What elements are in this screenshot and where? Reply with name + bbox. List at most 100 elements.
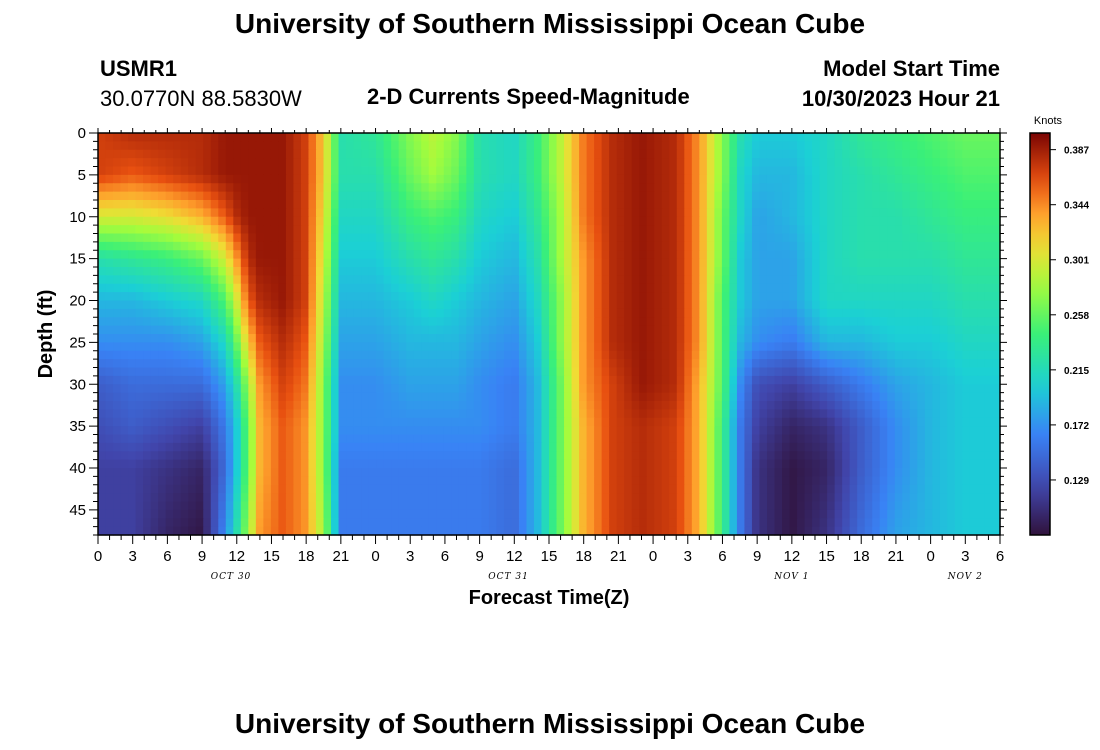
heatmap-cell xyxy=(887,434,896,444)
heatmap-cell xyxy=(564,233,573,243)
heatmap-cell xyxy=(496,392,505,402)
heatmap-cell xyxy=(511,158,520,168)
heatmap-cell xyxy=(285,401,295,410)
heatmap-cell xyxy=(842,267,851,276)
heatmap-cell xyxy=(766,317,776,327)
heatmap-cell xyxy=(173,166,182,176)
heatmap-cell xyxy=(864,384,873,394)
heatmap-cell xyxy=(188,417,197,427)
heatmap-cell xyxy=(398,350,407,360)
heatmap-cell xyxy=(556,325,565,335)
heatmap-cell xyxy=(969,200,979,209)
heatmap-cell xyxy=(564,434,573,444)
heatmap-cell xyxy=(150,241,159,251)
heatmap-cell xyxy=(541,225,550,235)
heatmap-cell xyxy=(609,183,618,193)
heatmap-cell xyxy=(609,174,618,184)
heatmap-cell xyxy=(631,183,640,193)
heatmap-cell xyxy=(496,451,505,461)
heatmap-cell xyxy=(594,225,603,235)
heatmap-cell xyxy=(624,350,633,360)
heatmap-cell xyxy=(736,233,746,243)
heatmap-cell xyxy=(143,359,152,369)
heatmap-cell xyxy=(376,166,385,176)
heatmap-cell xyxy=(984,342,994,352)
heatmap-cell xyxy=(962,275,971,285)
heatmap-cell xyxy=(383,409,392,419)
heatmap-cell xyxy=(549,308,558,318)
heatmap-cell xyxy=(827,459,836,469)
heatmap-cell xyxy=(488,317,497,327)
heatmap-cell xyxy=(398,317,407,327)
heatmap-cell xyxy=(173,442,182,452)
heatmap-cell xyxy=(323,225,332,235)
heatmap-cell xyxy=(594,468,603,477)
heatmap-cell xyxy=(466,275,475,285)
heatmap-cell xyxy=(308,166,317,176)
heatmap-cell xyxy=(105,468,114,477)
heatmap-cell xyxy=(135,133,144,142)
heatmap-cell xyxy=(571,283,580,293)
heatmap-cell xyxy=(571,158,580,168)
heatmap-cell xyxy=(165,375,174,385)
heatmap-cell xyxy=(586,442,595,452)
heatmap-cell xyxy=(714,292,723,302)
heatmap-cell xyxy=(436,468,445,477)
heatmap-cell xyxy=(105,375,114,385)
heatmap-cell xyxy=(691,292,700,302)
heatmap-cell xyxy=(962,359,971,369)
heatmap-cell xyxy=(879,401,888,410)
heatmap-cell xyxy=(248,141,257,151)
heatmap-cell xyxy=(751,241,761,251)
heatmap-cell xyxy=(894,334,903,343)
heatmap-cell xyxy=(233,401,242,410)
heatmap-cell xyxy=(488,401,497,410)
heatmap-cell xyxy=(894,442,903,452)
heatmap-cell xyxy=(706,241,715,251)
heatmap-cell xyxy=(376,158,385,168)
heatmap-cell xyxy=(962,451,971,461)
heatmap-cell xyxy=(827,434,836,444)
heatmap-cell xyxy=(503,426,513,436)
heatmap-cell xyxy=(564,149,573,159)
heatmap-cell xyxy=(729,426,738,436)
heatmap-cell xyxy=(300,409,310,419)
heatmap-cell xyxy=(436,283,445,293)
heatmap-cell xyxy=(421,283,430,293)
heatmap-cell xyxy=(255,191,264,201)
station-coords: 30.0770N 88.5830W xyxy=(100,86,302,111)
heatmap-cell xyxy=(98,208,107,218)
heatmap-cell xyxy=(503,149,513,159)
heatmap-cell xyxy=(466,216,475,226)
heatmap-cell xyxy=(947,225,956,235)
heatmap-cell xyxy=(954,426,964,436)
heatmap-cell xyxy=(451,401,460,410)
heatmap-cell xyxy=(496,426,505,436)
heatmap-cell xyxy=(233,392,242,402)
heatmap-cell xyxy=(293,359,302,369)
heatmap-cell xyxy=(879,468,888,477)
heatmap-cell xyxy=(789,375,798,385)
heatmap-cell xyxy=(924,166,933,176)
heatmap-cell xyxy=(909,417,918,427)
heatmap-cell xyxy=(323,292,332,302)
heatmap-cell xyxy=(165,417,174,427)
heatmap-cell xyxy=(255,133,264,142)
heatmap-cell xyxy=(240,283,249,293)
heatmap-cell xyxy=(714,350,723,360)
heatmap-cell xyxy=(827,375,836,385)
heatmap-cell xyxy=(601,267,610,276)
heatmap-cell xyxy=(240,292,249,302)
heatmap-cell xyxy=(834,468,843,477)
heatmap-cell xyxy=(518,325,528,335)
heatmap-cell xyxy=(150,334,159,343)
heatmap-cell xyxy=(331,334,340,343)
heatmap-cell xyxy=(556,216,565,226)
heatmap-cell xyxy=(533,158,543,168)
heatmap-cell xyxy=(654,300,663,310)
heatmap-cell xyxy=(105,350,114,360)
heatmap-cell xyxy=(624,325,633,335)
heatmap-cell xyxy=(225,267,234,276)
heatmap-cell xyxy=(518,200,528,209)
heatmap-cell xyxy=(849,426,858,436)
